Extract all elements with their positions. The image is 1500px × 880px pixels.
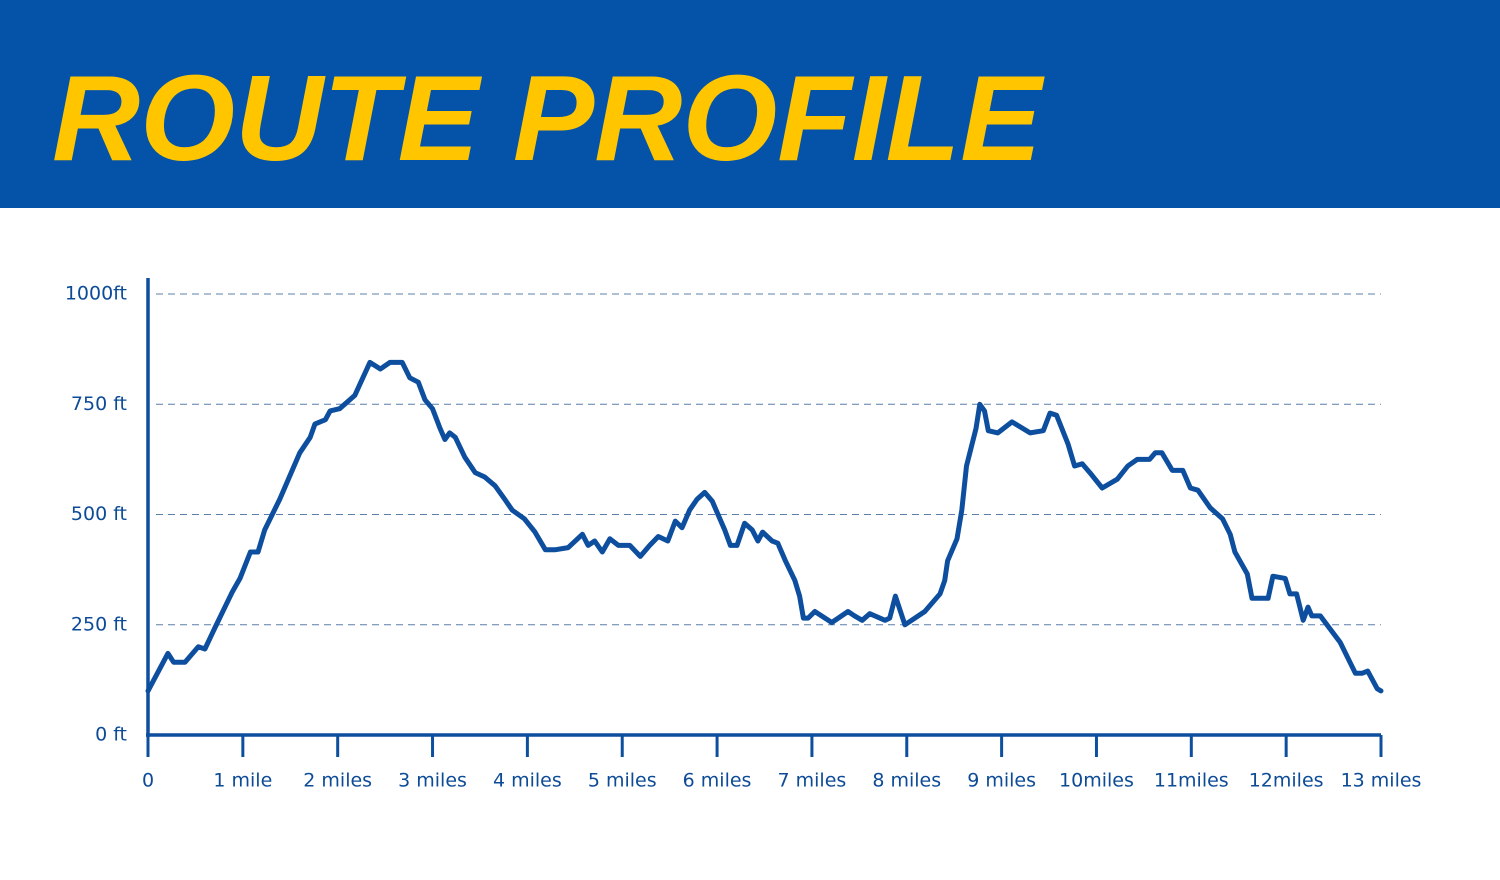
x-tick-label: 6 miles bbox=[683, 770, 752, 792]
x-tick-label: 8 miles bbox=[872, 770, 941, 792]
x-tick-label: 3 miles bbox=[398, 770, 467, 792]
x-tick-label: 2 miles bbox=[303, 770, 372, 792]
y-tick-label: 750 ft bbox=[71, 393, 127, 415]
header-band bbox=[0, 0, 1500, 208]
x-tick-label: 12miles bbox=[1249, 770, 1324, 792]
chart-title: ROUTE PROFILE bbox=[52, 50, 1045, 186]
y-tick-label: 500 ft bbox=[71, 503, 127, 525]
elevation-line bbox=[145, 359, 1384, 694]
x-tick-label: 4 miles bbox=[493, 770, 562, 792]
x-tick-label: 7 miles bbox=[778, 770, 847, 792]
y-tick-label: 1000ft bbox=[65, 283, 127, 305]
x-tick-label: 1 mile bbox=[213, 770, 272, 792]
y-tick-label: 0 ft bbox=[95, 724, 127, 746]
x-tick-label: 9 miles bbox=[967, 770, 1036, 792]
y-tick-label: 250 ft bbox=[71, 613, 127, 635]
x-tick-label: 5 miles bbox=[588, 770, 657, 792]
x-tick-label: 0 bbox=[142, 770, 154, 792]
x-tick-label: 13 miles bbox=[1341, 770, 1422, 792]
x-tick-label: 10miles bbox=[1059, 770, 1134, 792]
x-tick-label: 11miles bbox=[1154, 770, 1229, 792]
